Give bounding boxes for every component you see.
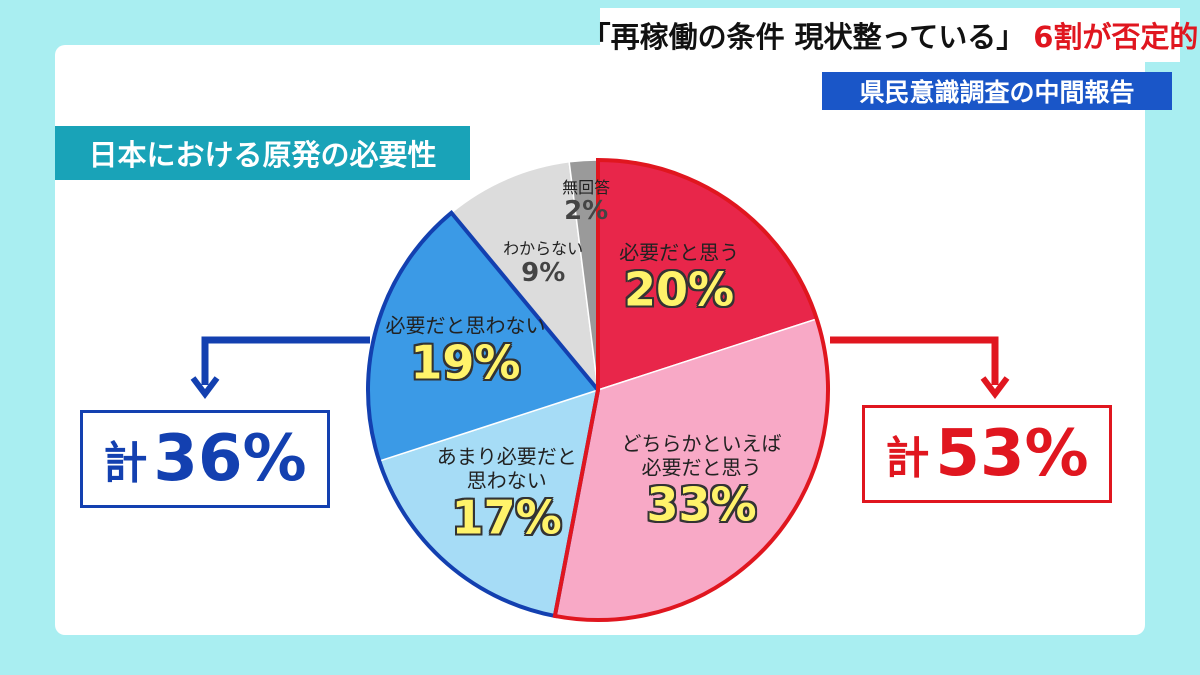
total-prefix: 計 <box>103 438 148 489</box>
connector <box>830 336 999 385</box>
slice-label: 必要だと思わない 19% <box>385 314 545 389</box>
slice-name: わからない <box>503 239 584 259</box>
group-outline <box>552 157 830 622</box>
total-box: 計 36% <box>80 410 330 508</box>
arrow-head <box>190 376 220 399</box>
slice-name: 無回答 <box>562 177 611 197</box>
pie-slice <box>450 160 600 393</box>
total-value: 36% <box>153 422 307 496</box>
slice-label: 必要だと思う 20% <box>619 241 739 316</box>
headline-emphasis: 6割が否定的 <box>1033 20 1199 54</box>
chart-title: 日本における原発の必要性 <box>55 126 470 180</box>
total-prefix: 計 <box>885 433 930 484</box>
headline-box: 「再稼働の条件 現状整っている」 6割が否定的 <box>582 8 1198 62</box>
group-outline <box>366 209 601 619</box>
slice-name: 必要だと思わない <box>385 314 546 339</box>
slice-value: 2% <box>564 196 609 227</box>
subheadline: 県民意識調査の中間報告 <box>822 72 1172 110</box>
slice-name: あまり必要だと 思わない <box>436 444 577 493</box>
slice-label: あまり必要だと 思わない 17% <box>437 444 577 543</box>
arrow-head <box>980 376 1010 399</box>
slice-label: どちらかといえば 必要だと思う 33% <box>622 432 782 531</box>
total-box: 計 53% <box>862 405 1112 503</box>
slice-value: 17% <box>451 490 562 545</box>
headline: 「再稼働の条件 現状整っている」 <box>581 20 1026 54</box>
slice-value: 19% <box>410 336 521 391</box>
slice-name: 必要だと思う <box>619 241 740 266</box>
connector <box>201 336 370 385</box>
total-value: 53% <box>935 417 1089 491</box>
slice-value: 33% <box>646 477 757 532</box>
slice-name: どちらかといえば 必要だと思う <box>621 431 782 480</box>
slice-value: 9% <box>521 257 566 288</box>
slice-label: 無回答 2% <box>562 178 610 226</box>
slice-value: 20% <box>624 263 735 318</box>
slice-label: わからない 9% <box>503 239 583 287</box>
